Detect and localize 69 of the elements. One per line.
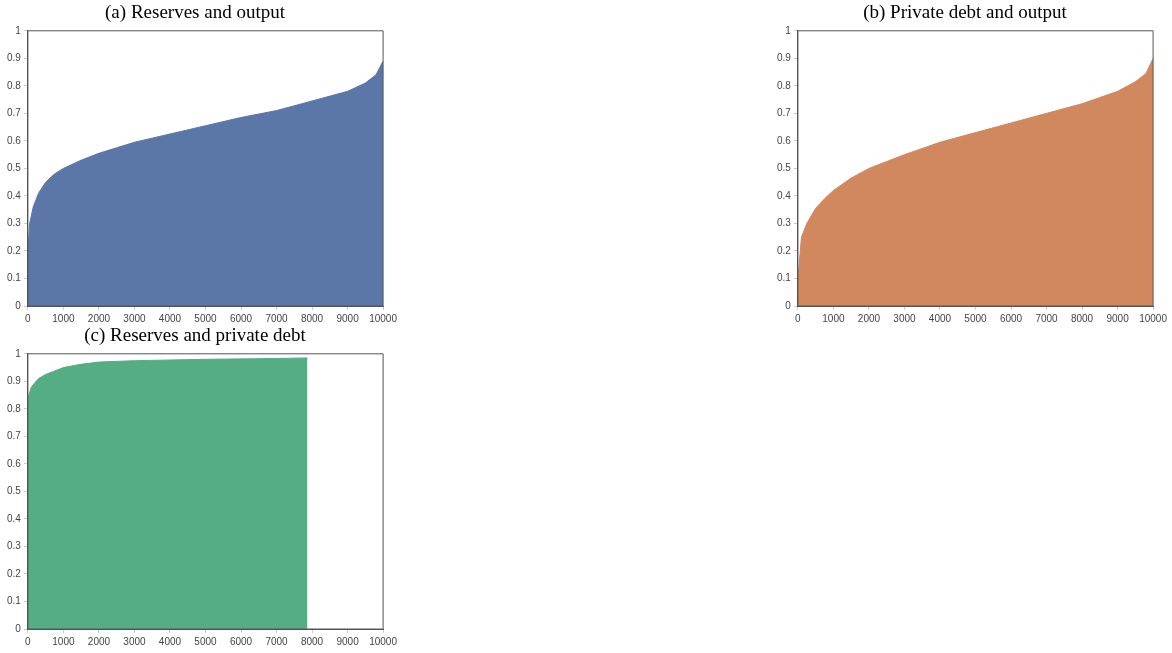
x-tick-label: 10000 xyxy=(369,312,398,324)
y-tick-label: 0 xyxy=(15,622,22,634)
x-tick-label: 2000 xyxy=(87,635,111,647)
y-tick-label: 0.7 xyxy=(777,107,792,119)
y-tick-label: 0.3 xyxy=(7,217,22,229)
y-tick-label: 0 xyxy=(15,299,22,311)
y-tick-label: 0.6 xyxy=(777,134,792,146)
x-tick-label: 6000 xyxy=(999,312,1023,324)
x-tick-label: 1000 xyxy=(52,312,75,324)
x-tick-label: 5000 xyxy=(964,312,988,324)
chart-title: (a) Reserves and output xyxy=(105,1,286,24)
x-tick-label: 9000 xyxy=(336,635,360,647)
y-tick-label: 0.1 xyxy=(7,272,22,284)
x-tick-label: 4000 xyxy=(158,312,182,324)
y-tick-label: 0.2 xyxy=(7,244,22,256)
y-tick-label: 0.8 xyxy=(7,79,22,91)
chart-title: (b) Private debt and output xyxy=(863,1,1068,24)
y-tick-label: 0.8 xyxy=(777,79,792,91)
y-tick-label: 0.4 xyxy=(7,189,22,201)
y-tick-label: 0.9 xyxy=(7,52,22,64)
x-tick-label: 1000 xyxy=(52,635,75,647)
y-tick-label: 0.5 xyxy=(7,485,22,497)
y-tick-label: 0.6 xyxy=(7,457,22,469)
x-tick-label: 9000 xyxy=(336,312,360,324)
x-tick-label: 4000 xyxy=(158,635,182,647)
x-tick-label: 1000 xyxy=(822,312,845,324)
x-tick-label: 5000 xyxy=(194,312,218,324)
y-tick-label: 0.1 xyxy=(777,272,792,284)
x-tick-label: 0 xyxy=(795,312,802,324)
y-tick-label: 0 xyxy=(785,299,792,311)
x-tick-label: 3000 xyxy=(893,312,917,324)
y-tick-label: 0.7 xyxy=(7,107,22,119)
y-tick-label: 0.1 xyxy=(7,595,22,607)
y-tick-label: 1 xyxy=(785,24,792,36)
y-tick-label: 0.2 xyxy=(777,244,792,256)
x-tick-label: 3000 xyxy=(123,635,147,647)
y-tick-label: 0.3 xyxy=(7,540,22,552)
x-tick-label: 8000 xyxy=(1070,312,1094,324)
x-tick-label: 9000 xyxy=(1106,312,1130,324)
x-tick-label: 0 xyxy=(25,635,32,647)
y-tick-label: 0.3 xyxy=(777,217,792,229)
y-tick-label: 1 xyxy=(15,347,22,359)
x-tick-label: 7000 xyxy=(265,635,289,647)
y-tick-label: 0.2 xyxy=(7,567,22,579)
y-tick-label: 0.5 xyxy=(777,162,792,174)
x-tick-label: 7000 xyxy=(265,312,289,324)
x-tick-label: 7000 xyxy=(1035,312,1059,324)
x-tick-label: 10000 xyxy=(1139,312,1168,324)
x-tick-label: 6000 xyxy=(229,635,253,647)
x-tick-label: 5000 xyxy=(194,635,218,647)
x-tick-label: 0 xyxy=(25,312,32,324)
x-tick-label: 4000 xyxy=(928,312,952,324)
y-tick-label: 0.6 xyxy=(7,134,22,146)
x-tick-label: 2000 xyxy=(87,312,111,324)
y-tick-label: 0.9 xyxy=(777,52,792,64)
x-tick-label: 10000 xyxy=(369,635,398,647)
y-tick-label: 0.8 xyxy=(7,402,22,414)
x-tick-label: 8000 xyxy=(300,635,324,647)
x-tick-label: 2000 xyxy=(857,312,881,324)
x-tick-label: 6000 xyxy=(229,312,253,324)
chart-title: (c) Reserves and private debt xyxy=(84,324,307,347)
y-tick-label: 0.4 xyxy=(7,512,22,524)
x-tick-label: 3000 xyxy=(123,312,147,324)
y-tick-label: 0.9 xyxy=(7,375,22,387)
y-tick-label: 0.7 xyxy=(7,430,22,442)
x-tick-label: 8000 xyxy=(300,312,324,324)
y-tick-label: 0.4 xyxy=(777,189,792,201)
y-tick-label: 1 xyxy=(15,24,22,36)
y-tick-label: 0.5 xyxy=(7,162,22,174)
